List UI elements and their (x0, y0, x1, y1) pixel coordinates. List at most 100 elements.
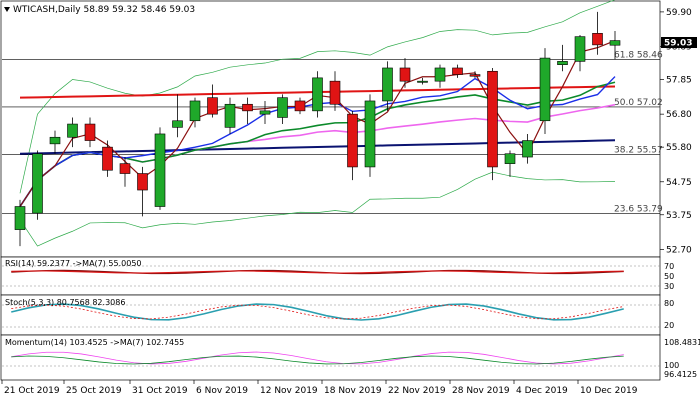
bear-candle-body (487, 70, 498, 168)
bull-candle-body (277, 97, 288, 118)
bear-candle-body (347, 113, 358, 168)
momentum-tick-low: 96.4125 (664, 370, 697, 379)
bull-candle-body (382, 67, 393, 102)
price-tick-label: 59.90 (666, 8, 692, 18)
indicator-lines (2, 265, 660, 367)
bear-candle-body (294, 100, 306, 112)
bull-candle-body (522, 140, 533, 158)
bull-candle-body (574, 36, 586, 62)
bear-candle-body (84, 123, 96, 141)
bull-candle-body (67, 123, 78, 138)
stoch-tick-20: 20 (664, 321, 674, 330)
bear-candle-body (119, 163, 131, 174)
momentum-ma-line (11, 355, 624, 365)
rsi-panel (0, 256, 661, 296)
candle (207, 84, 218, 118)
candle (592, 11, 603, 55)
candle (434, 64, 446, 88)
candle (347, 110, 358, 181)
candle (452, 64, 463, 78)
candle (154, 127, 166, 210)
candle (14, 199, 26, 247)
x-axis-label: 31 Oct 2019 (132, 386, 188, 396)
bear-candle-body (137, 173, 148, 191)
bull-candle-body (189, 100, 201, 122)
momentum-line (11, 351, 624, 365)
price-tick-label: 54.75 (666, 178, 692, 188)
collapse-triangle-icon[interactable] (4, 7, 10, 12)
bull-candle-body (504, 153, 516, 164)
price-tick-label: 56.80 (666, 110, 692, 120)
candle (84, 117, 96, 148)
candle (469, 71, 481, 78)
bear-candle-body (592, 33, 603, 46)
candle (102, 140, 113, 177)
bull-candle-body (32, 153, 43, 214)
bull-candle-body (14, 206, 26, 230)
x-axis-label: 10 Dec 2019 (580, 386, 638, 396)
candle (609, 31, 621, 60)
current-price-box (661, 37, 697, 48)
bull-candle-body (557, 61, 568, 65)
sma-navy-line (19, 139, 616, 155)
candle (224, 97, 236, 134)
candle (329, 71, 341, 111)
candle (189, 97, 201, 128)
fibonacci-levels: 61.8 58.46 50.0 57.02 38.2 55.57 23.6 53.79 (2, 50, 663, 214)
bull-candle-body (312, 77, 323, 112)
candle (119, 157, 131, 187)
bull-candle-body (609, 40, 621, 46)
bull-candle-body (259, 110, 271, 115)
candle (522, 133, 533, 164)
price-panel (0, 0, 661, 258)
x-axis-label: 18 Nov 2019 (324, 386, 382, 396)
bear-candle-body (329, 80, 341, 105)
candle (312, 71, 323, 118)
candle (137, 166, 148, 217)
candle (557, 44, 568, 72)
candle (574, 34, 586, 72)
bull-candle-body (172, 120, 183, 128)
x-axis-label: 28 Nov 2019 (452, 386, 510, 396)
price-tick-label: 55.80 (666, 143, 692, 153)
x-axis-label: 12 Nov 2019 (260, 386, 318, 396)
bear-candle-body (207, 97, 218, 115)
candle (487, 67, 498, 181)
bull-candle-body (49, 136, 61, 145)
stoch-k-line (11, 303, 624, 321)
bull-candle-body (224, 103, 236, 128)
momentum-tick-100: 100 (664, 361, 679, 370)
price-tick-label: 57.85 (666, 76, 692, 86)
price-tick-label: 53.75 (666, 211, 692, 221)
bear-candle-body (452, 67, 463, 75)
bollinger-lower (19, 171, 616, 247)
bollinger-upper (19, 0, 616, 194)
candle (67, 117, 78, 148)
candle (417, 77, 428, 85)
bull-candle-body (364, 100, 376, 168)
fib-level-label: 38.2 55.57 (614, 146, 663, 156)
candle (294, 97, 306, 115)
bull-candle-body (539, 57, 551, 122)
symbol-header: WTICASH,Daily 58.89 59.32 58.46 59.03 (13, 5, 195, 15)
x-axis-label: 21 Oct 2019 (4, 386, 60, 396)
rsi-tick-70: 70 (664, 262, 674, 271)
stoch-d-line (11, 304, 624, 320)
x-axis-label: 4 Dec 2019 (516, 386, 568, 396)
candle (539, 48, 551, 134)
candle (242, 97, 253, 125)
candle (382, 61, 393, 111)
bear-candle-body (242, 103, 253, 112)
x-axis-label: 22 Nov 2019 (388, 386, 446, 396)
fib-level-label: 61.8 58.46 (614, 50, 663, 60)
candlesticks (14, 11, 621, 247)
fib-level-label: 50.0 57.02 (614, 98, 663, 108)
bull-candle-body (154, 133, 166, 207)
momentum-title: Momentum(14) 103.4525 ->MA(7) 102.7455 (5, 338, 184, 347)
candle (32, 150, 43, 220)
candle (277, 94, 288, 125)
rsi-ma-line (11, 270, 624, 274)
stoch-tick-80: 80 (664, 299, 674, 308)
candle (504, 150, 516, 177)
